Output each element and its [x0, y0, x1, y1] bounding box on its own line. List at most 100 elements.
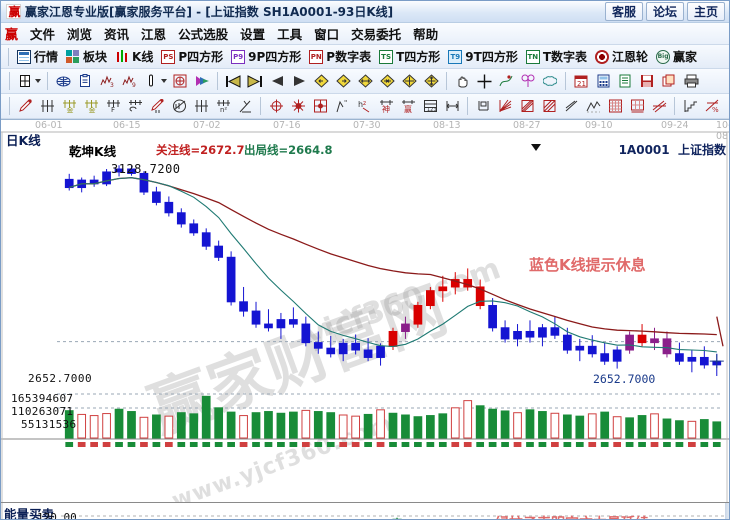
diamond-right-icon[interactable]: [333, 71, 353, 91]
net-red-icon[interactable]: [539, 96, 559, 116]
volume-axis-label-mid: 110263071: [11, 405, 74, 418]
customer-service-button[interactable]: 客服: [604, 2, 643, 21]
indicator-panel[interactable]: 能量买卖 120.00 90.00 60.00 30.00 绿柱子表明空方力量延…: [1, 502, 730, 520]
toolbar-button-t-square[interactable]: TS T四方形: [375, 48, 444, 65]
diamond-zoomin-icon[interactable]: [399, 71, 419, 91]
star-target-icon[interactable]: [288, 96, 308, 116]
draw-curve-icon[interactable]: [496, 71, 516, 91]
toolbar-label: 行情: [34, 50, 59, 64]
f-grid-icon[interactable]: F: [103, 96, 123, 116]
target-circle-icon[interactable]: [266, 96, 286, 116]
toolbar-button-kline[interactable]: K线: [111, 48, 157, 65]
diamond-shrink-icon[interactable]: [377, 71, 397, 91]
thermometer-icon[interactable]: [141, 71, 161, 91]
menu-item-trade[interactable]: 交易委托: [351, 27, 402, 42]
span-icon[interactable]: [442, 96, 462, 116]
n2-square-icon[interactable]: n²: [213, 96, 233, 116]
toolbar-button-sector[interactable]: 板块: [62, 48, 111, 65]
menu-item-formula-screen[interactable]: 公式选股: [178, 27, 229, 42]
ying-icon[interactable]: 赢: [398, 96, 418, 116]
pen-draw-icon[interactable]: [15, 96, 35, 116]
toolbar-button-9p-square[interactable]: P9 9P四方形: [227, 48, 305, 65]
globe-net-icon[interactable]: [53, 71, 73, 91]
fan-red-icon[interactable]: [495, 96, 515, 116]
date-tick: 08-13: [433, 120, 461, 131]
toolbar-button-9t-square[interactable]: T9 9T四方形: [444, 48, 522, 65]
dropdown-caret-icon[interactable]: [35, 79, 41, 83]
indicator-svg[interactable]: [1, 503, 730, 520]
menu-item-browse[interactable]: 浏览: [67, 27, 93, 42]
menu-item-file[interactable]: 文件: [30, 27, 56, 42]
crosshair-icon[interactable]: [474, 71, 494, 91]
circle-arc-icon[interactable]: [169, 96, 189, 116]
calendar21-icon[interactable]: 21: [571, 71, 591, 91]
zigzag-icon[interactable]: [583, 96, 603, 116]
rocket-icon[interactable]: [147, 96, 167, 116]
wave-mark-icon[interactable]: ": [332, 96, 352, 116]
gold-grid2-icon[interactable]: 金: [81, 96, 101, 116]
toolbar-button-quotes[interactable]: 行情: [13, 48, 62, 65]
last-page-icon[interactable]: [245, 71, 265, 91]
toolbar-separator: [9, 97, 10, 115]
diamond-move-icon[interactable]: [421, 71, 441, 91]
stair-icon[interactable]: [680, 96, 700, 116]
spiral-grid-icon[interactable]: [125, 96, 145, 116]
toolbar-button-winner[interactable]: Big 赢家: [652, 48, 701, 65]
menu-item-window[interactable]: 窗口: [314, 27, 340, 42]
clipboard-icon[interactable]: [75, 71, 95, 91]
diamond-expand-icon[interactable]: [355, 71, 375, 91]
print-icon[interactable]: [681, 71, 701, 91]
percent-icon[interactable]: %: [702, 96, 722, 116]
toolbar-button-p-number-table[interactable]: PN P数字表: [305, 48, 375, 65]
vertical-scrollbar[interactable]: [725, 503, 729, 519]
brain-icon[interactable]: [540, 71, 560, 91]
menu-item-gann[interactable]: 江恩: [141, 27, 167, 42]
menu-item-settings[interactable]: 设置: [240, 27, 266, 42]
toolbar-button-gann-wheel[interactable]: 江恩轮: [591, 48, 652, 65]
date-tick: 07-30: [353, 120, 381, 131]
fan-lines-icon[interactable]: [37, 96, 57, 116]
toolbar-button-t-number-table[interactable]: TN T数字表: [522, 48, 591, 65]
homepage-button[interactable]: 主页: [686, 2, 725, 21]
diamond-left-icon[interactable]: [311, 71, 331, 91]
angle-icon[interactable]: [235, 96, 255, 116]
parallel-icon[interactable]: [649, 96, 669, 116]
prev-icon[interactable]: [267, 71, 287, 91]
grid-lines-icon[interactable]: [191, 96, 211, 116]
chart-area[interactable]: 赢家财富网 www.yjcf360.com yjcf360.com jcf100…: [1, 119, 730, 514]
first-page-icon[interactable]: [223, 71, 243, 91]
calculator-icon[interactable]: [593, 71, 613, 91]
menu-item-news[interactable]: 资讯: [104, 27, 130, 42]
notes-icon[interactable]: [615, 71, 635, 91]
menu-item-tools[interactable]: 工具: [277, 27, 303, 42]
title-bar-buttons: 客服 论坛 主页: [604, 2, 725, 21]
toolbar-button-p-square[interactable]: PS P四方形: [157, 48, 227, 65]
spiral-red-icon[interactable]: [517, 96, 537, 116]
candlestick-svg[interactable]: [1, 120, 730, 503]
save-icon[interactable]: [637, 71, 657, 91]
copy-icon[interactable]: [659, 71, 679, 91]
flower-icon[interactable]: [518, 71, 538, 91]
next-icon[interactable]: [289, 71, 309, 91]
ladder-icon[interactable]: 123: [420, 96, 440, 116]
shen-icon[interactable]: 神: [376, 96, 396, 116]
box-target-icon[interactable]: [310, 96, 330, 116]
gann-spiral-icon[interactable]: [170, 71, 190, 91]
menu-item-help[interactable]: 帮助: [413, 27, 439, 42]
colorbars-icon[interactable]: [192, 71, 212, 91]
p-square-icon: PS: [161, 49, 176, 64]
ma3-icon[interactable]: 3: [97, 71, 117, 91]
hand-pan-icon[interactable]: [452, 71, 472, 91]
ma9-icon[interactable]: 9: [119, 71, 139, 91]
grid-box-icon[interactable]: [627, 96, 647, 116]
svg-text:z: z: [363, 100, 366, 107]
gold-grid1-icon[interactable]: 金: [59, 96, 79, 116]
panel-label-dayk: 日K线: [6, 133, 41, 148]
trend-line-icon[interactable]: [561, 96, 581, 116]
grid-red-icon[interactable]: [605, 96, 625, 116]
dropdown-caret-icon[interactable]: [161, 79, 167, 83]
forum-button[interactable]: 论坛: [645, 2, 684, 21]
rect-tool-icon[interactable]: [473, 96, 493, 116]
calendar-period-icon[interactable]: [15, 71, 35, 91]
